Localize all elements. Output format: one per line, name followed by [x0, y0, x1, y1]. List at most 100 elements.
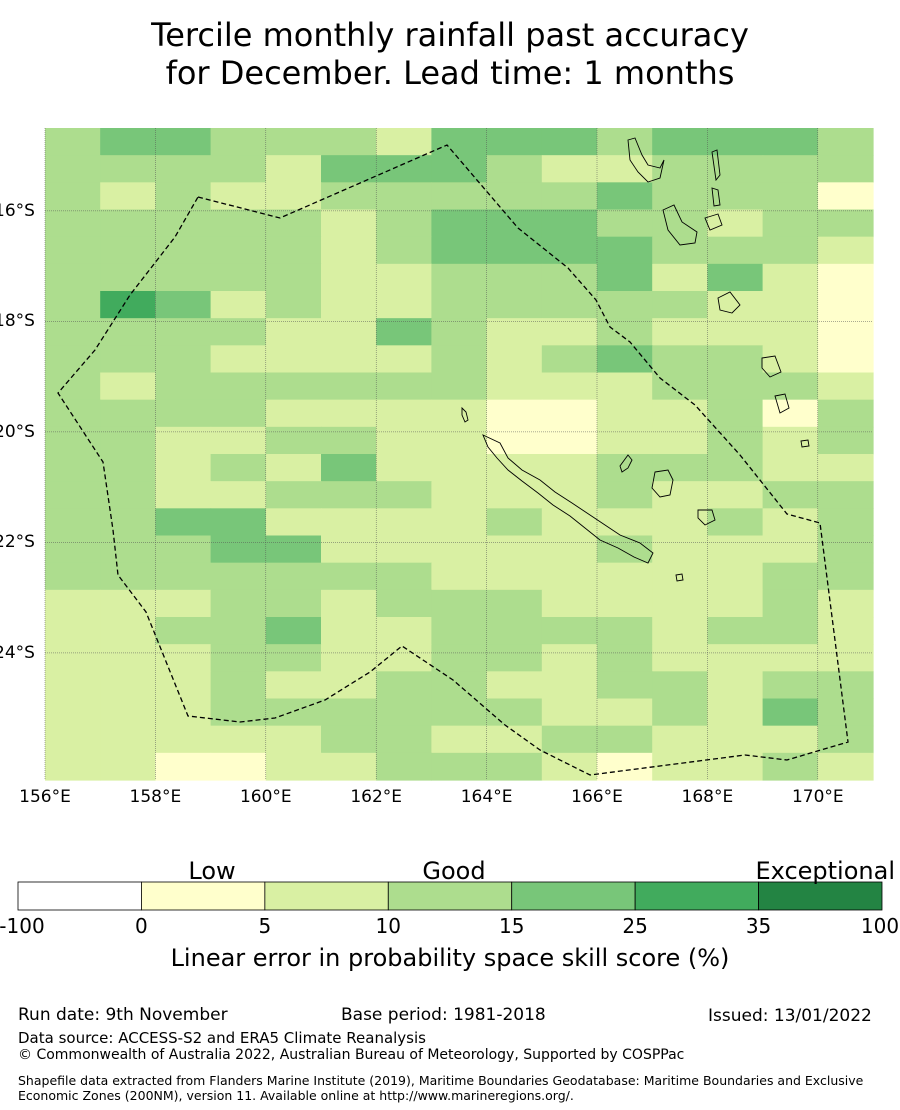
grid-cell	[817, 318, 874, 346]
grid-cell	[817, 155, 874, 183]
grid-cell	[265, 291, 322, 319]
grid-cell	[652, 671, 708, 700]
copyright: © Commonwealth of Australia 2022, Austra…	[18, 1047, 685, 1063]
grid-cell	[707, 155, 764, 183]
grid-cell	[486, 644, 543, 672]
grid-cell	[155, 589, 212, 618]
grid-cell	[541, 752, 598, 781]
grid-cell	[431, 617, 488, 645]
grid-cell	[762, 644, 819, 672]
lon-label: 158°E	[129, 787, 182, 807]
grid-cell	[431, 318, 488, 346]
lat-label: 16°S	[0, 200, 35, 221]
grid-cell	[817, 508, 874, 537]
grid-cell	[321, 372, 377, 401]
grid-cell	[376, 128, 432, 156]
colorbar-label-exceptional: Exceptional	[755, 857, 896, 885]
grid-cell	[652, 399, 708, 428]
grid-cell	[431, 345, 488, 374]
lon-label: 166°E	[571, 787, 623, 807]
grid-cell	[210, 318, 267, 346]
grid-cell	[155, 535, 212, 564]
grid-cell	[265, 725, 322, 754]
grid-cell	[817, 128, 874, 156]
grid-cell	[155, 399, 212, 428]
lat-label: 24°S	[0, 642, 35, 663]
grid-cell	[541, 263, 598, 292]
grid-cell	[541, 209, 598, 238]
grid-cell	[817, 345, 874, 374]
skill-grid	[45, 128, 874, 781]
title-line-2: for December. Lead time: 1 months	[165, 54, 735, 92]
grid-cell	[45, 345, 101, 374]
grid-cell	[597, 589, 653, 618]
vanuatu-maewo	[711, 149, 721, 182]
grid-cell	[45, 426, 101, 455]
grid-cell	[707, 454, 764, 482]
grid-cell	[431, 263, 488, 292]
grid-cell	[45, 128, 101, 156]
grid-cell	[652, 698, 708, 727]
grid-cell	[155, 236, 212, 265]
grid-cell	[652, 752, 708, 781]
grid-cell	[45, 263, 101, 292]
grid-cell	[597, 236, 653, 265]
grid-cell	[210, 345, 267, 374]
grid-cell	[321, 426, 377, 455]
grid-cell	[817, 291, 874, 319]
grid-cell	[376, 454, 432, 482]
grid-cell	[707, 481, 764, 509]
grid-cell	[762, 617, 819, 645]
grid-cell	[376, 535, 432, 564]
grid-cell	[376, 372, 432, 401]
vanuatu-pentecost	[711, 187, 721, 207]
grid-cell	[817, 182, 874, 211]
grid-cell	[541, 236, 598, 265]
run-date: Run date: 9th November	[18, 1005, 228, 1025]
grid-cell	[155, 481, 212, 509]
grid-cell	[431, 372, 488, 401]
grid-cell	[817, 671, 874, 700]
grid-cell	[321, 644, 377, 672]
grid-cell	[265, 535, 322, 564]
grid-cell	[100, 617, 156, 645]
grid-cell	[100, 562, 156, 591]
grid-cell	[707, 752, 764, 781]
grid-cell	[45, 155, 101, 183]
grid-cell	[486, 535, 543, 564]
grid-cell	[431, 182, 488, 211]
vanuatu-efate	[717, 291, 741, 314]
grid-cell	[541, 454, 598, 482]
grid-cell	[376, 481, 432, 509]
grid-cell	[707, 263, 764, 292]
grid-cell	[486, 372, 543, 401]
grid-cell	[541, 182, 598, 211]
grid-cell	[597, 372, 653, 401]
colorbar	[17, 881, 883, 911]
grid-cell	[762, 155, 819, 183]
grid-cell	[376, 182, 432, 211]
colorbar-segment	[17, 881, 142, 911]
grid-cell	[100, 644, 156, 672]
vanuatu-espiritu-santo	[627, 137, 665, 183]
grid-cell	[45, 725, 101, 754]
grid-cell	[210, 155, 267, 183]
lon-label: 164°E	[460, 787, 513, 807]
grid-cell	[652, 318, 708, 346]
grid-cell	[486, 454, 543, 482]
grid-cell	[541, 644, 598, 672]
grid-cell	[431, 589, 488, 618]
grid-cell	[652, 182, 708, 211]
grid-cell	[376, 209, 432, 238]
grid-cell	[321, 263, 377, 292]
grid-cell	[817, 426, 874, 455]
grid-cell	[762, 752, 819, 781]
vanuatu-ambrym	[704, 213, 723, 231]
grid-cell	[486, 318, 543, 346]
grid-cell	[762, 128, 819, 156]
grid-cell	[321, 589, 377, 618]
grid-cell	[376, 291, 432, 319]
eez-boundary	[57, 144, 849, 776]
grid-cell	[265, 345, 322, 374]
colorbar-segment	[758, 881, 883, 911]
